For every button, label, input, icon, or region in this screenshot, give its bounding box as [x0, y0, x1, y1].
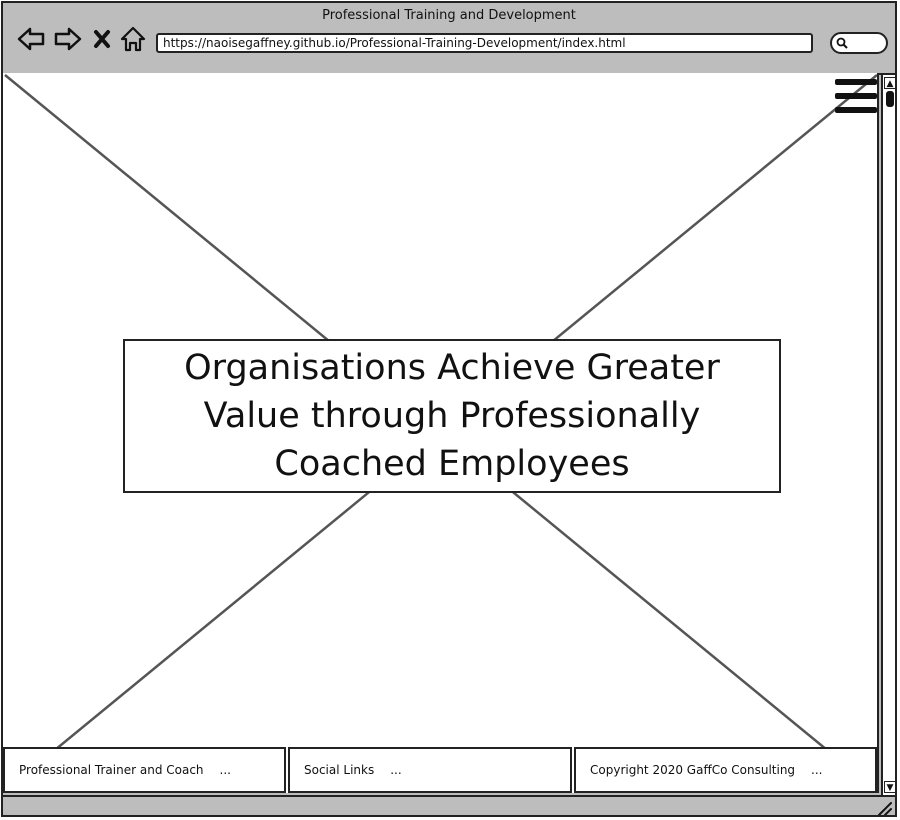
- back-arrow-icon[interactable]: [17, 25, 45, 53]
- footer-trainer-label: Professional Trainer and Coach: [19, 763, 204, 777]
- menu-icon[interactable]: [835, 79, 877, 117]
- window-title: Professional Training and Development: [322, 8, 576, 23]
- search-input[interactable]: [830, 32, 888, 54]
- footer-copyright: Copyright 2020 GaffCo Consulting...: [574, 747, 877, 793]
- search-icon: [836, 37, 848, 49]
- scroll-down-icon[interactable]: ▼: [884, 781, 895, 793]
- footer-social-ellipsis: ...: [390, 763, 402, 777]
- footer-social-links: Social Links...: [288, 747, 572, 793]
- footer-copyright-label: Copyright 2020 GaffCo Consulting: [590, 763, 796, 777]
- footer-trainer-ellipsis: ...: [219, 763, 231, 777]
- url-input[interactable]: https://naoisegaffney.github.io/Professi…: [156, 33, 813, 53]
- footer-copyright-ellipsis: ...: [811, 763, 823, 777]
- page-content: Organisations Achieve Greater Value thro…: [3, 73, 879, 793]
- forward-arrow-icon[interactable]: [54, 25, 82, 53]
- scroll-up-icon[interactable]: ▲: [884, 77, 895, 89]
- home-icon[interactable]: [119, 25, 147, 53]
- scroll-thumb[interactable]: [886, 91, 894, 107]
- hero-banner: Organisations Achieve Greater Value thro…: [123, 339, 781, 493]
- close-icon[interactable]: [91, 25, 113, 53]
- footer-trainer: Professional Trainer and Coach...: [3, 747, 286, 793]
- vertical-scrollbar[interactable]: ▲ ▼: [881, 75, 895, 795]
- hero-headline: Organisations Achieve Greater Value thro…: [184, 348, 720, 484]
- browser-toolbar: Professional Training and Development ht…: [3, 3, 895, 75]
- resize-grip-icon[interactable]: [875, 799, 893, 817]
- status-bar: [3, 795, 895, 817]
- footer-social-label[interactable]: Social Links: [304, 763, 375, 777]
